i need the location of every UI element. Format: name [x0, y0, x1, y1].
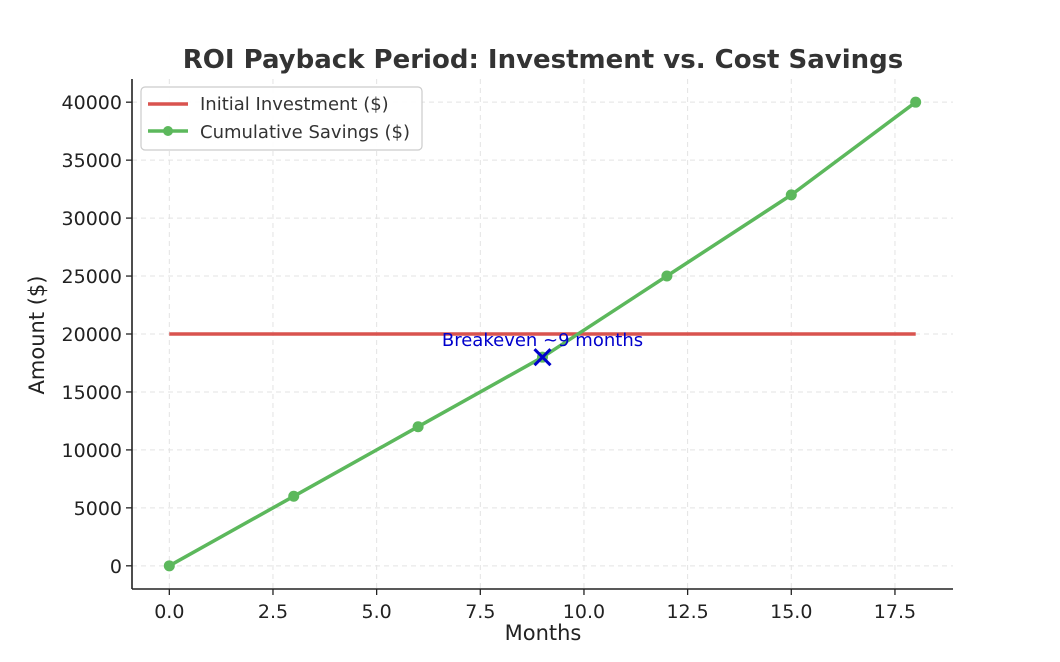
data-point: [661, 270, 673, 282]
x-tick-label: 15.0: [770, 601, 812, 623]
x-tick-label: 10.0: [563, 601, 605, 623]
y-tick-label: 35000: [62, 150, 122, 172]
legend-marker-cumulative-savings: [163, 126, 173, 136]
y-axis-label: Amount ($): [25, 276, 49, 395]
y-tick-label: 5000: [74, 498, 122, 520]
y-tick-label: 0: [110, 556, 122, 578]
breakeven-annotation: Breakeven ~9 months: [442, 330, 643, 351]
data-point: [412, 421, 424, 433]
y-tick-label: 20000: [62, 324, 122, 346]
axes: [126, 79, 953, 595]
y-tick-label: 25000: [62, 266, 122, 288]
chart-title: ROI Payback Period: Investment vs. Cost …: [183, 45, 904, 75]
tick-labels: 0.0 2.5 5.0 7.5 10.0 12.5 15.0 17.5 0 5000 10000 15…: [62, 92, 917, 623]
data-point: [288, 490, 300, 502]
data-point: [910, 96, 922, 108]
x-tick-label: 0.0: [154, 601, 184, 623]
data-point: [785, 189, 797, 201]
data-point: [163, 560, 175, 572]
x-tick-label: 5.0: [362, 601, 392, 623]
y-tick-label: 15000: [62, 382, 122, 404]
legend-entry-cumulative-savings: Cumulative Savings ($): [200, 122, 410, 143]
x-axis-label: Months: [505, 621, 582, 645]
legend-entry-initial-investment: Initial Investment ($): [200, 94, 389, 115]
legend: Initial Investment ($) Cumulative Saving…: [140, 86, 423, 151]
breakeven-marker-stroke: [533, 348, 552, 367]
x-tick-label: 7.5: [465, 601, 495, 623]
x-tick-label: 17.5: [874, 601, 916, 623]
legend-frame: [140, 86, 423, 151]
x-tick-label: 2.5: [258, 601, 288, 623]
annotation-layer: Breakeven ~9 months: [442, 330, 643, 367]
x-tick-label: 12.5: [666, 601, 708, 623]
y-tick-label: 10000: [62, 440, 122, 462]
y-tick-label: 30000: [62, 208, 122, 230]
y-tick-label: 40000: [62, 92, 122, 114]
